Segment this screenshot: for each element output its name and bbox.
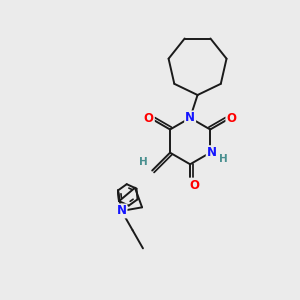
Text: N: N (185, 111, 195, 124)
Text: O: O (226, 112, 236, 125)
Text: N: N (207, 146, 217, 159)
Text: N: N (117, 204, 127, 218)
Text: O: O (190, 178, 200, 192)
Text: O: O (144, 112, 154, 125)
Text: H: H (219, 154, 228, 164)
Text: H: H (140, 157, 148, 167)
